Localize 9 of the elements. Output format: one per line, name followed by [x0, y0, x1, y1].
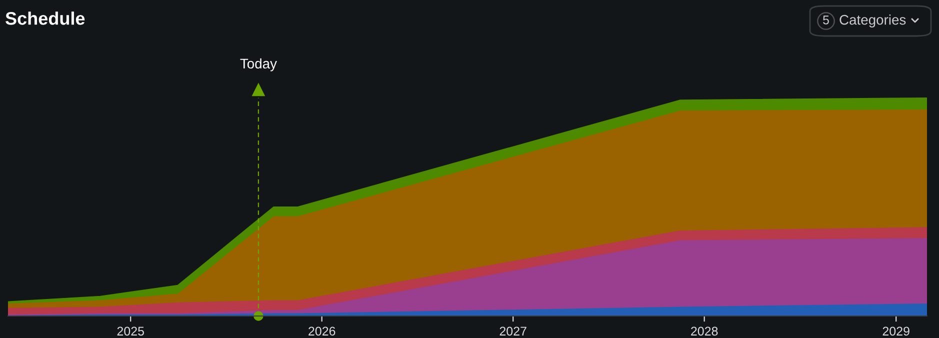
- text: Categories: [840, 14, 906, 28]
- x-tick-label: 2028: [691, 326, 718, 336]
- x-tick-label: 2026: [308, 326, 336, 336]
- text: 5: [823, 16, 829, 24]
- x-tick-label: 2029: [882, 326, 910, 336]
- x-tick-label: 2027: [500, 326, 526, 336]
- x-tick-label: 2025: [117, 326, 144, 336]
- ref-line-label: Today: [240, 58, 277, 72]
- chart-title: Schedule: [6, 12, 85, 25]
